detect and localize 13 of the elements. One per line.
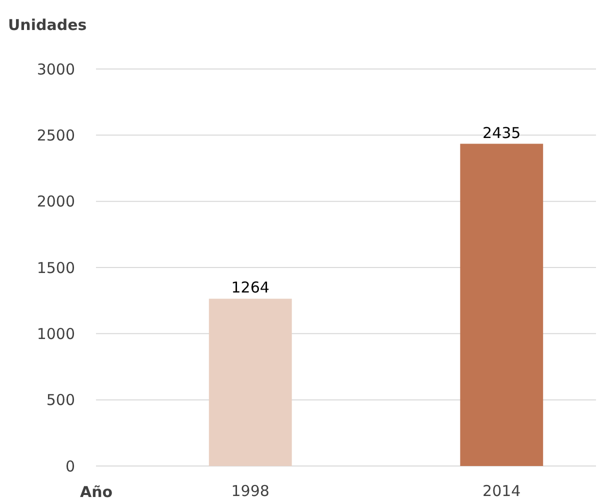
y-tick-label: 2000 (36, 192, 75, 211)
y-tick-label: 1500 (36, 258, 75, 277)
y-tick-label: 0 (65, 457, 75, 476)
y-tick-label: 3000 (36, 60, 75, 78)
y-tick-label: 2500 (36, 126, 75, 144)
y-tick-label: 1000 (36, 324, 75, 343)
x-axis-title: Año (80, 483, 113, 501)
x-tick-label: 1998 (231, 482, 270, 500)
data-label: 1264 (231, 278, 270, 297)
x-tick-label: 2014 (482, 482, 521, 500)
data-label: 2435 (482, 124, 521, 142)
y-tick-label: 500 (46, 391, 75, 410)
y-axis-title: Unidades (8, 16, 87, 34)
